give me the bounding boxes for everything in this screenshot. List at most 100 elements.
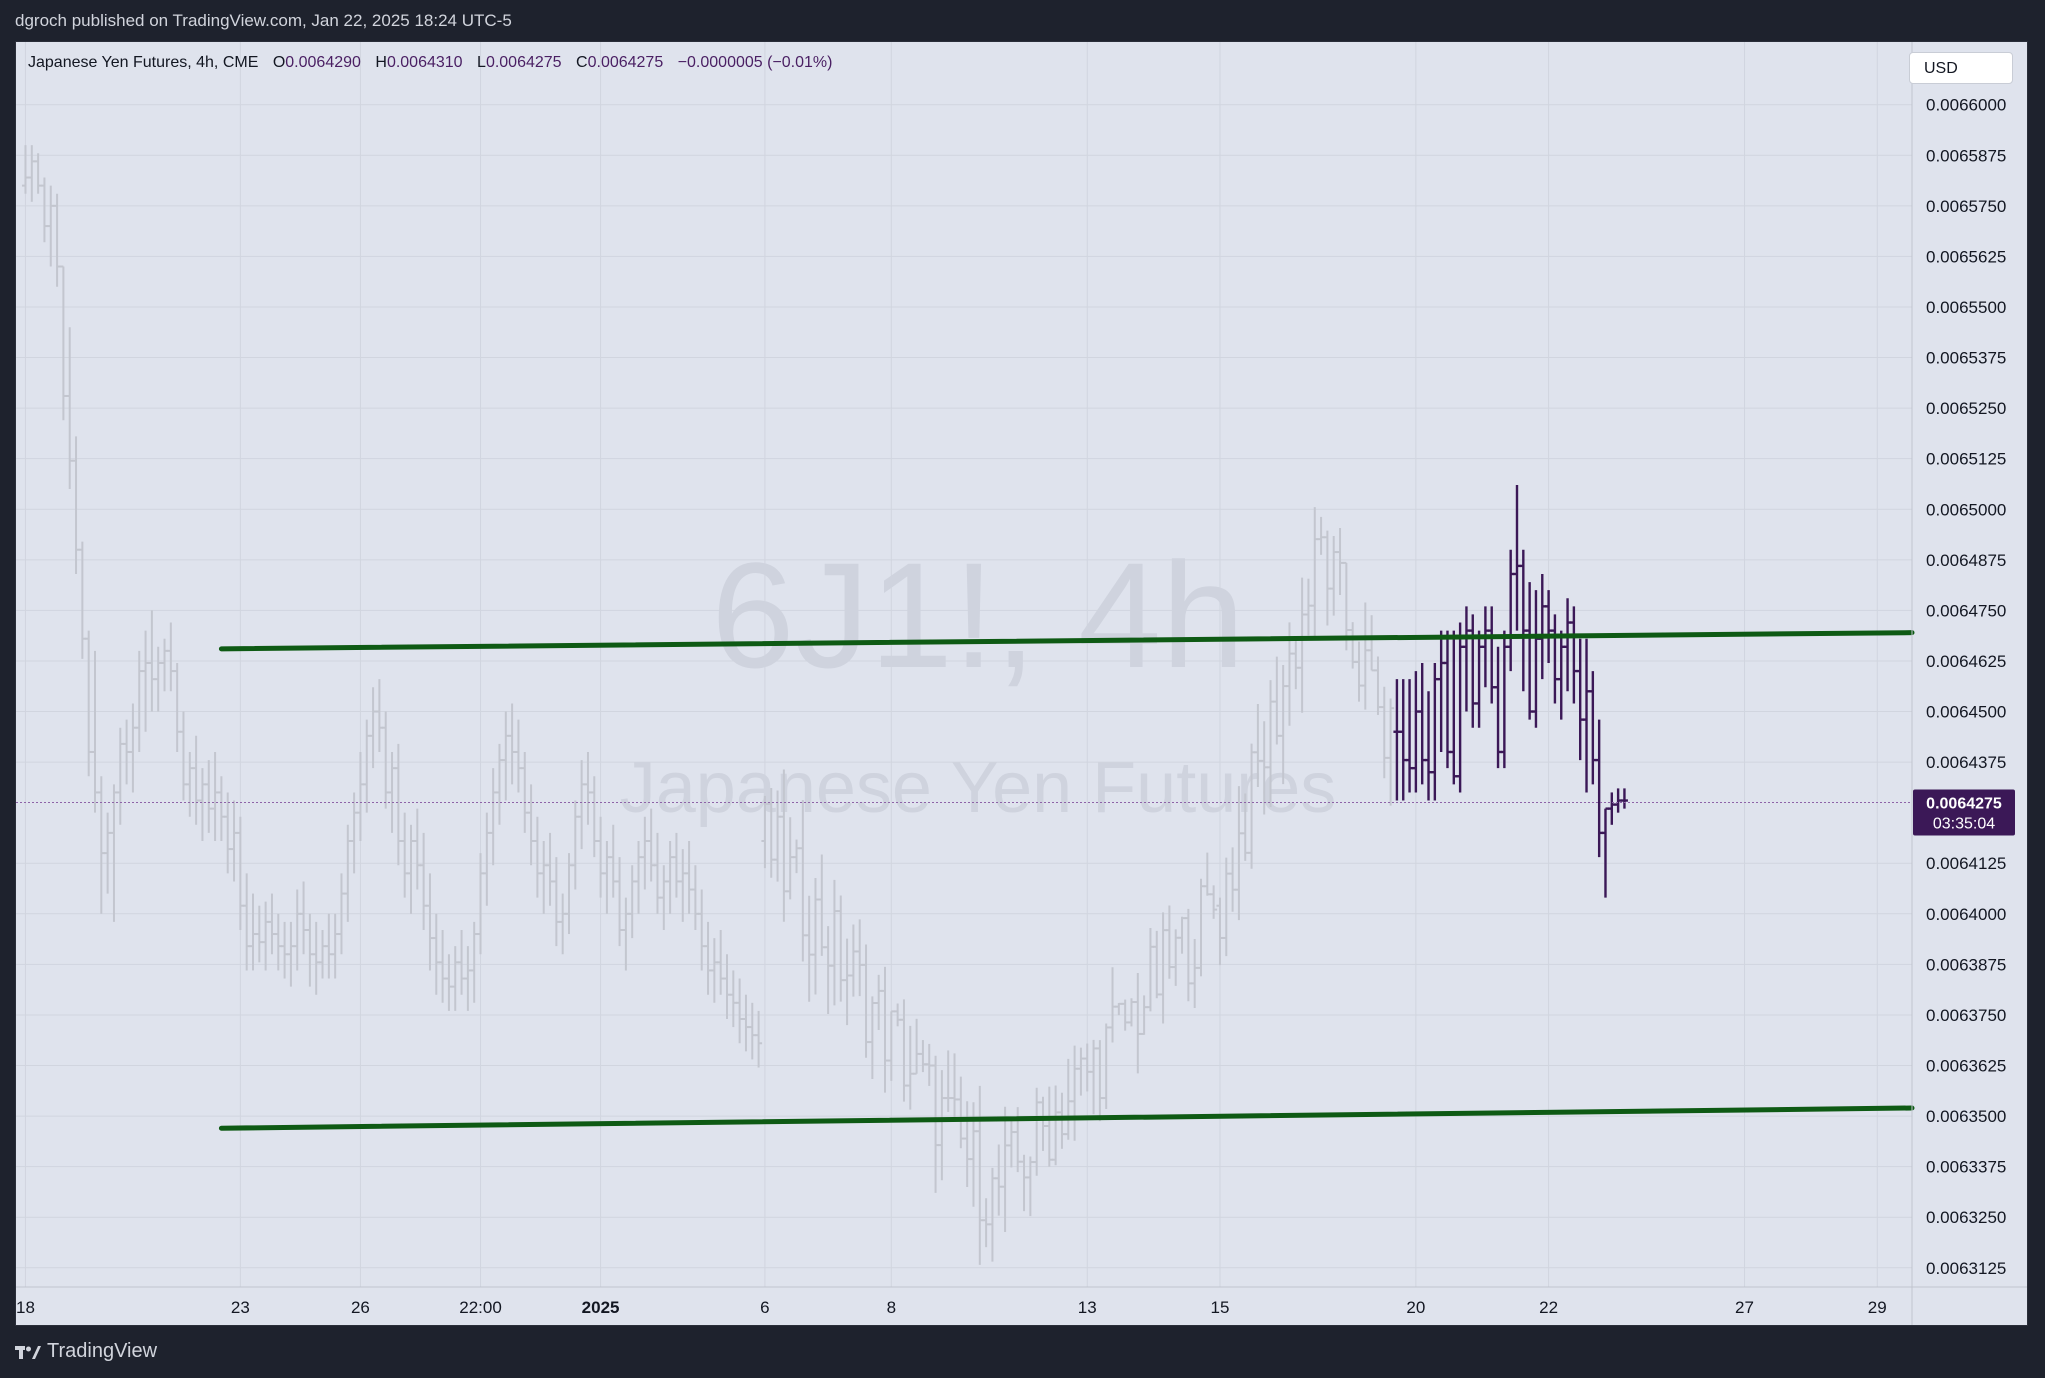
ohlc-bar	[1595, 719, 1603, 858]
ohlc-bar	[925, 1043, 933, 1086]
price-tick-label: 0.0064000	[1926, 905, 2006, 924]
time-axis[interactable]: 18 23 26 22:00 2025 6 8 13 15 20 22 27 29	[16, 1298, 1887, 1317]
ohlc-bar	[1570, 606, 1578, 704]
ohlc-bar	[1197, 878, 1205, 977]
ohlc-bar	[40, 177, 48, 243]
ohlc-bar	[382, 711, 390, 809]
ohlc-bar	[1494, 646, 1502, 769]
currency-button[interactable]: USD	[1909, 52, 2013, 84]
price-tick-label: 0.0064750	[1926, 601, 2006, 620]
ohlc-bar	[1102, 1023, 1110, 1109]
time-tick-label: 29	[1868, 1298, 1887, 1317]
ohlc-bar	[1115, 1002, 1123, 1016]
ohlc-bar	[1475, 630, 1483, 728]
chart-frame[interactable]: 6J1!, 4h Japanese Yen Futures 0.0066000 0.0…	[15, 41, 2028, 1326]
ohlc-bar	[1608, 792, 1616, 825]
ohlc-bar	[685, 840, 693, 914]
ohlc-bar	[458, 929, 466, 995]
price-axis[interactable]: 0.0066000 0.0065875 0.0065750 0.0065625 0.00…	[1926, 96, 2006, 1278]
legend-symbol: Japanese Yen Futures, 4h, CME	[28, 54, 259, 71]
ohlc-bar	[464, 946, 472, 1011]
ohlc-bar	[426, 873, 434, 971]
ohlc-bar	[135, 650, 143, 752]
ohlc-bar	[976, 1085, 984, 1265]
ohlc-bar	[116, 727, 124, 825]
ohlc-bar	[1469, 614, 1477, 728]
price-tick-label: 0.0064625	[1926, 652, 2006, 671]
time-tick-label: 23	[231, 1298, 250, 1317]
ohlc-bar	[413, 808, 421, 890]
ohlc-bar	[1071, 1045, 1079, 1141]
legend-open-label: O	[272, 54, 286, 71]
ohlc-bar	[1425, 691, 1433, 801]
ohlc-bar	[1355, 641, 1363, 702]
ohlc-bar	[622, 897, 630, 971]
ohlc-bar	[78, 541, 86, 659]
legend-low: 0.0064275	[485, 54, 562, 71]
ohlc-bar	[325, 913, 333, 979]
ohlc-bar	[1083, 1043, 1091, 1092]
ohlc-bar	[1001, 1106, 1009, 1233]
ohlc-bar	[1317, 516, 1325, 555]
ohlc-bar	[1292, 637, 1300, 690]
ohlc-bar	[1058, 1092, 1066, 1149]
ohlc-bar	[1172, 929, 1180, 986]
ohlc-bar	[1431, 662, 1439, 801]
ohlc-bar	[110, 784, 118, 922]
ohlc-bar	[53, 193, 61, 287]
ohlc-bar	[1336, 528, 1344, 595]
price-tick-label: 0.0064375	[1926, 753, 2006, 772]
price-tick-label: 0.0063500	[1926, 1107, 2006, 1126]
ohlc-bar	[249, 893, 257, 971]
ohlc-bar	[59, 265, 67, 421]
ohlc-bar	[571, 800, 579, 890]
ohlc-bar	[919, 1040, 927, 1073]
ohlc-bar	[1222, 857, 1230, 957]
lower-trendline[interactable]	[218, 1105, 1915, 1131]
ohlc-bar	[717, 929, 725, 995]
brand-name: TradingView	[47, 1340, 158, 1362]
price-tag-price: 0.0064275	[1926, 796, 2002, 813]
ohlc-bar	[1583, 638, 1591, 793]
footer-bar: TradingView	[0, 1326, 2045, 1378]
ohlc-bar	[350, 792, 358, 874]
time-tick-label: 13	[1078, 1298, 1097, 1317]
ohlc-bar	[932, 1055, 940, 1193]
ohlc-bar	[830, 879, 838, 1006]
ohlc-bar	[1500, 630, 1508, 769]
ohlc-bar	[1576, 638, 1584, 761]
upper-trendline[interactable]	[218, 630, 1915, 652]
ohlc-bar	[527, 784, 535, 866]
ohlc-bar	[224, 792, 232, 874]
ohlc-bar	[1620, 788, 1628, 809]
price-tick-label: 0.0066000	[1926, 96, 2006, 115]
time-tick-label: 6	[760, 1298, 769, 1317]
publisher-bar: dgroch published on TradingView.com, Jan…	[0, 0, 2045, 41]
ohlc-bar	[1330, 536, 1338, 616]
ohlc-bar	[1462, 606, 1470, 712]
ohlc-bar	[274, 913, 282, 971]
ohlc-bar	[742, 994, 750, 1052]
ohlc-bar	[868, 996, 876, 1079]
ohlc-bar	[824, 926, 832, 1015]
ohlc-bar	[546, 832, 554, 906]
ohlc-bar	[388, 751, 396, 833]
ohlc-bar	[432, 913, 440, 995]
tradingview-logo-icon	[15, 1345, 41, 1359]
ohlc-bar	[21, 145, 29, 194]
ohlc-bar	[161, 638, 169, 692]
ohlc-bar	[344, 824, 352, 922]
ohlc-bar	[47, 185, 55, 267]
legend-high-label: H	[375, 54, 387, 71]
ohlc-bar	[1090, 1039, 1098, 1115]
ohlc-bar	[85, 630, 93, 777]
ohlc-bar	[1387, 698, 1395, 806]
tradingview-brand[interactable]: TradingView	[15, 1340, 157, 1363]
time-tick-label: 18	[16, 1298, 35, 1317]
ohlc-bar	[1096, 1040, 1104, 1122]
watermark-name: Japanese Yen Futures	[620, 748, 1337, 828]
ohlc-bar	[603, 840, 611, 914]
ohlc-bar	[1456, 622, 1464, 793]
ohlc-bar	[805, 895, 813, 1002]
